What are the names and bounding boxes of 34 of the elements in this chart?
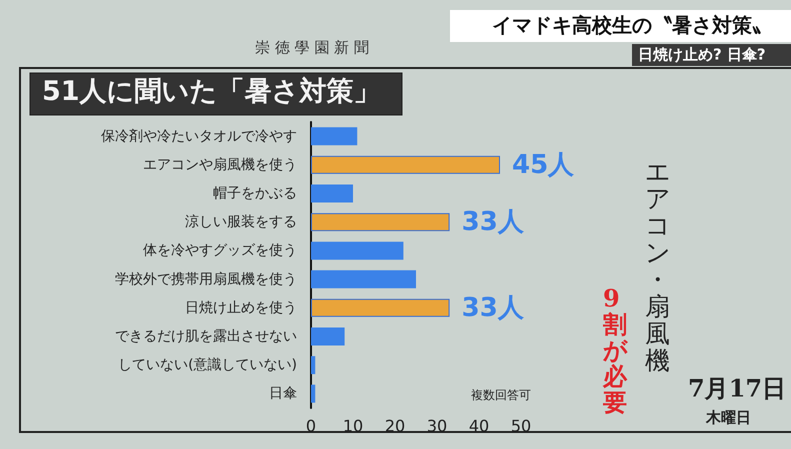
y-tick-label: 保冷剤や冷たいタオルで冷やす	[101, 128, 297, 144]
y-tick-label: できるだけ肌を露出させない	[115, 328, 297, 344]
chart-title: 51人に聞いた「暑さ対策」	[42, 76, 381, 107]
data-label: 33人	[462, 207, 525, 238]
bar	[311, 184, 353, 202]
y-tick-label: 学校外で携帯用扇風機を使う	[115, 271, 297, 288]
bar	[311, 328, 345, 346]
text: イマドキ高校生の〝暑さ対策〟	[492, 13, 772, 37]
y-tick-label: エアコンや扇風機を使う	[143, 156, 297, 173]
text: 崇 徳 學 園 新 聞	[255, 38, 369, 56]
bar	[311, 356, 316, 374]
y-tick-label: 帽子をかぶる	[213, 186, 297, 202]
y-tick-label: 日焼け止めを使う	[185, 300, 297, 316]
data-label: 45人	[512, 150, 576, 180]
text: 7月17日	[688, 374, 786, 402]
bar	[311, 298, 450, 317]
bar	[311, 270, 416, 288]
text: 9割が必要	[602, 284, 628, 416]
bar	[311, 156, 500, 174]
y-tick-label: 涼しい服装をする	[185, 214, 297, 230]
text: エアコン・扇風機	[645, 157, 671, 375]
data-label: 33人	[462, 292, 525, 323]
bar	[311, 127, 358, 146]
bar	[311, 213, 450, 232]
text: 日焼け止め? 日傘?	[638, 46, 766, 64]
y-tick-label: 体を冷やすグッズを使う	[143, 242, 297, 259]
x-tick-label: 40	[468, 416, 490, 436]
bar	[311, 242, 404, 260]
bar	[311, 384, 316, 403]
y-tick-label: 日傘	[269, 386, 297, 402]
text: 木曜日	[705, 408, 751, 426]
annotation: 複数回答可	[471, 388, 531, 402]
y-tick-label: していない(意識していない)	[118, 357, 297, 374]
x-tick-label: 0	[306, 416, 316, 436]
